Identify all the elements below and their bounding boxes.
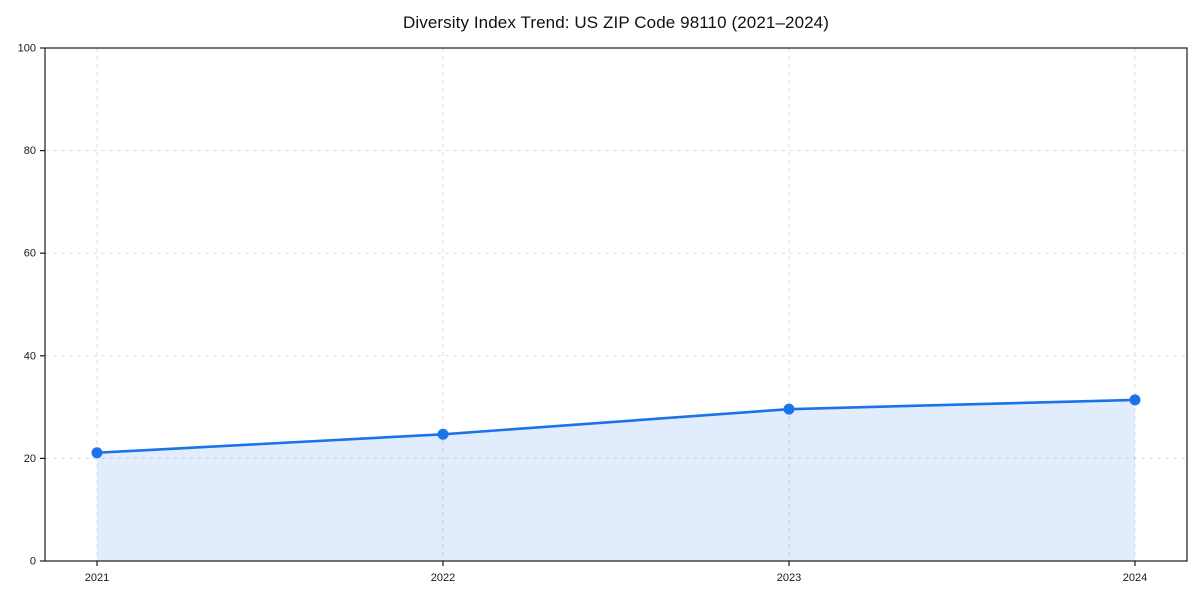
- y-tick-label: 0: [30, 556, 36, 568]
- chart-title: Diversity Index Trend: US ZIP Code 98110…: [402, 13, 830, 32]
- trend-line: [95, 398, 1137, 455]
- x-tick-label: 2022: [431, 572, 455, 584]
- y-tick-label: 80: [24, 145, 36, 157]
- data-point-2022: [437, 428, 449, 440]
- y-tick-label: 40: [24, 350, 36, 362]
- y-tick-label: 60: [24, 248, 36, 260]
- x-tick-label: 2021: [85, 572, 109, 584]
- data-point-2023: [783, 403, 795, 415]
- plot-border: [44, 47, 1188, 562]
- data-point-2024: [1129, 394, 1141, 406]
- y-tick-label: 20: [24, 453, 36, 465]
- area-fill: [97, 399, 1135, 561]
- y-tick-label: 100: [18, 43, 36, 55]
- data-point-2021: [91, 447, 103, 459]
- x-tick-label: 2023: [777, 572, 801, 584]
- x-tick-label: 2024: [1123, 572, 1147, 584]
